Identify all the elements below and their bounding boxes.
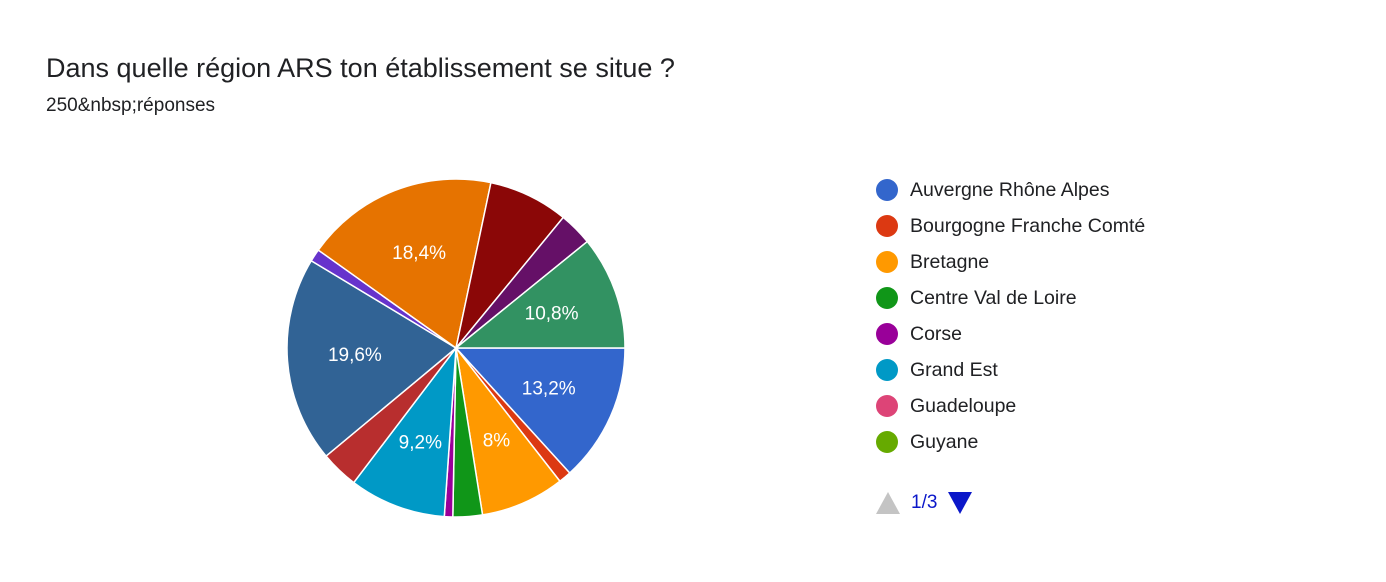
legend-label: Grand Est — [910, 358, 998, 381]
legend-label: Guyane — [910, 430, 979, 453]
slice-label: 18,4% — [392, 243, 446, 264]
legend-swatch — [876, 179, 898, 201]
legend: Auvergne Rhône Alpes Bourgogne Franche Co… — [876, 172, 1145, 460]
legend-swatch — [876, 359, 898, 381]
legend-swatch — [876, 251, 898, 273]
legend-swatch — [876, 323, 898, 345]
pie-slice[interactable] — [352, 345, 457, 518]
slice-label: 9,2% — [399, 432, 442, 453]
page-indicator: 1/3 — [911, 492, 938, 513]
pie-slice[interactable] — [453, 240, 626, 349]
legend-item[interactable]: Bourgogne Franche Comté — [876, 208, 1145, 244]
pie-chart: 13,2% 8% 9,2% 19,6% 18,4% 10,8% — [286, 178, 626, 518]
pie-slice[interactable] — [454, 347, 626, 475]
pie-slice[interactable] — [286, 259, 458, 458]
legend-item[interactable]: Centre Val de Loire — [876, 280, 1145, 316]
legend-item[interactable]: Guadeloupe — [876, 388, 1145, 424]
legend-swatch — [876, 395, 898, 417]
legend-label: Bourgogne Franche Comté — [910, 214, 1146, 237]
previous-page-icon[interactable] — [876, 492, 900, 514]
legend-label: Guadeloupe — [910, 394, 1017, 417]
pie-slice[interactable] — [317, 178, 492, 350]
legend-item[interactable]: Corse — [876, 316, 1145, 352]
legend-label: Bretagne — [910, 250, 990, 273]
slice-label: 19,6% — [328, 345, 382, 366]
legend-item[interactable]: Grand Est — [876, 352, 1145, 388]
legend-pager: 1/3 — [876, 492, 973, 514]
response-count: 250&nbsp;réponses — [46, 95, 216, 116]
legend-item[interactable]: Guyane — [876, 424, 1145, 460]
slice-label: 10,8% — [525, 304, 579, 325]
legend-label: Centre Val de Loire — [910, 286, 1077, 309]
chart-title: Dans quelle région ARS ton établissement… — [46, 53, 675, 83]
legend-item[interactable]: Auvergne Rhône Alpes — [876, 172, 1145, 208]
legend-label: Auvergne Rhône Alpes — [910, 178, 1110, 201]
slice-label: 13,2% — [522, 379, 576, 400]
legend-label: Corse — [910, 322, 963, 345]
legend-item[interactable]: Bretagne — [876, 244, 1145, 280]
legend-swatch — [876, 287, 898, 309]
legend-swatch — [876, 431, 898, 453]
next-page-icon[interactable] — [948, 492, 973, 514]
slice-label: 8% — [483, 430, 511, 451]
legend-swatch — [876, 215, 898, 237]
